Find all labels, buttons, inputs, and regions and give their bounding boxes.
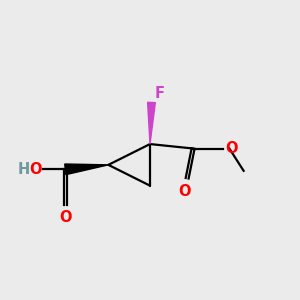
Polygon shape [65, 164, 108, 175]
Text: O: O [225, 141, 238, 156]
Polygon shape [148, 102, 155, 144]
Text: H: H [18, 162, 30, 177]
Text: F: F [155, 86, 165, 101]
Text: O: O [59, 210, 71, 225]
Text: O: O [178, 184, 190, 199]
Text: O: O [29, 162, 41, 177]
